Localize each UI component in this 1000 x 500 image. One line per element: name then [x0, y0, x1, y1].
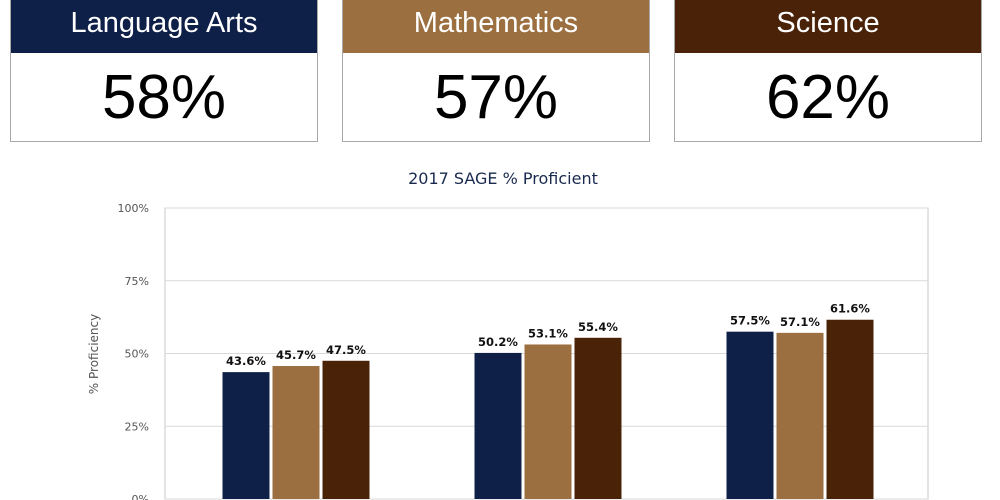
- y-tick-label: 100%: [118, 202, 149, 215]
- card-header: Mathematics: [343, 0, 649, 53]
- card-header: Science: [675, 0, 981, 53]
- bar: [322, 360, 370, 499]
- card-header: Language Arts: [11, 0, 317, 53]
- card-science: Science 62%: [674, 0, 982, 142]
- y-axis-label: % Proficiency: [87, 314, 101, 394]
- data-label: 55.4%: [578, 320, 618, 334]
- bar: [474, 352, 522, 499]
- data-label: 47.5%: [326, 343, 366, 357]
- card-mathematics: Mathematics 57%: [342, 0, 650, 142]
- data-label: 57.5%: [730, 314, 770, 328]
- data-label: 43.6%: [226, 354, 266, 368]
- bar: [222, 372, 270, 499]
- bar: [776, 332, 824, 499]
- card-value: 57%: [433, 62, 559, 132]
- card-language-arts: Language Arts 58%: [10, 0, 318, 142]
- card-value: 58%: [101, 62, 227, 132]
- y-tick-label: 75%: [125, 275, 149, 288]
- chart-title: 2017 SAGE % Proficient: [408, 169, 598, 188]
- bar: [574, 337, 622, 499]
- data-label: 45.7%: [276, 348, 316, 362]
- bar: [726, 331, 774, 499]
- card-value: 62%: [765, 62, 891, 132]
- bar-chart: 2017 SAGE % Proficient 0% 25% 50% 75% 100% %…: [87, 169, 929, 500]
- y-tick-label: 25%: [125, 420, 149, 433]
- bar: [826, 319, 874, 499]
- data-label: 53.1%: [528, 326, 568, 340]
- data-label: 61.6%: [830, 302, 870, 316]
- data-label: 50.2%: [478, 335, 518, 349]
- bar: [272, 366, 320, 499]
- y-tick-label: 0%: [132, 493, 149, 500]
- data-label: 57.1%: [780, 315, 820, 329]
- bar: [524, 344, 572, 499]
- y-tick-label: 50%: [125, 348, 149, 361]
